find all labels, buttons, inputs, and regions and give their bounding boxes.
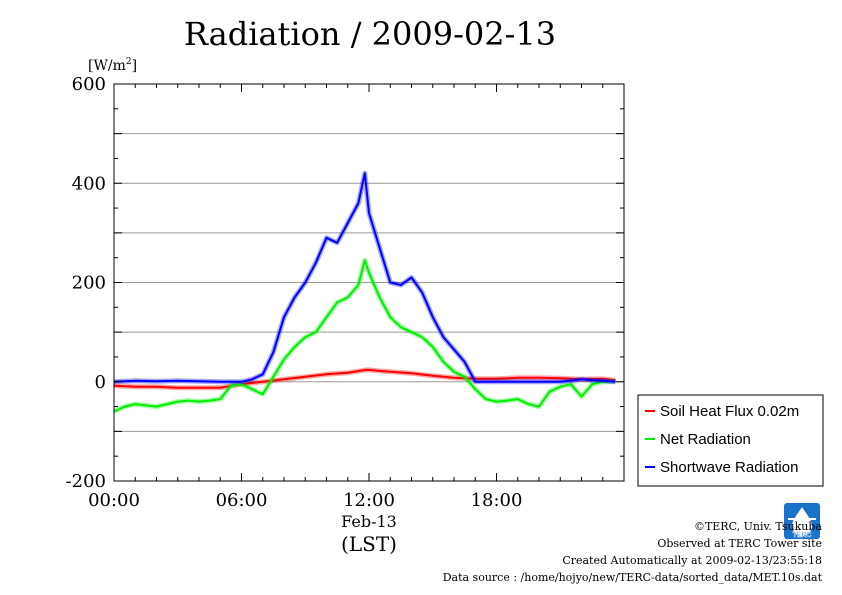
x-unit-label: (LST) bbox=[341, 532, 397, 556]
series-line-soil-heat-flux-0-02m bbox=[113, 368, 616, 389]
footer-copyright: ©TERC, Univ. Tsukuba bbox=[694, 520, 822, 533]
legend-label-soil-heat-flux-0-02m: Soil Heat Flux 0.02m bbox=[660, 403, 799, 420]
y-axis: -200 0 200 400 600 bbox=[66, 74, 624, 492]
y-tick-label: 600 bbox=[72, 74, 106, 95]
series-line-net-radiation bbox=[113, 259, 616, 413]
x-date-label: Feb-13 bbox=[341, 512, 397, 531]
logo-text: TERC bbox=[792, 532, 811, 539]
footer-observed: Observed at TERC Tower site bbox=[657, 537, 822, 550]
y-tick-label: 200 bbox=[72, 273, 106, 294]
terc-logo: TERC bbox=[784, 503, 820, 539]
footer-created: Created Automatically at 2009-02-13/23:5… bbox=[562, 554, 822, 567]
x-tick-label: 12:00 bbox=[343, 490, 395, 511]
legend-box bbox=[637, 394, 824, 487]
y-axis-unit-superscript: 2 bbox=[126, 57, 132, 67]
legend: Soil Heat Flux 0.02m Net Radiation Shortwa… bbox=[637, 394, 824, 487]
y-tick-label: -200 bbox=[66, 471, 106, 492]
x-tick-label: 18:00 bbox=[471, 490, 523, 511]
series-halo-shortwave-radiation bbox=[113, 170, 616, 385]
y-tick-label: 400 bbox=[72, 173, 106, 194]
series-line-shortwave-radiation bbox=[113, 172, 616, 383]
x-tick-label: 00:00 bbox=[88, 490, 140, 511]
x-axis: 00:00 06:00 12:00 18:00 bbox=[88, 84, 625, 511]
series-layer bbox=[112, 170, 616, 414]
footer-source: Data source : /home/hojyo/new/TERC-data/… bbox=[443, 571, 823, 584]
y-axis-unit: [W/m2] bbox=[88, 57, 137, 74]
y-tick-label: 0 bbox=[95, 372, 106, 393]
chart-title: Radiation / 2009-02-13 bbox=[184, 15, 556, 53]
x-tick-label: 06:00 bbox=[216, 490, 268, 511]
legend-label-net-radiation: Net Radiation bbox=[660, 431, 751, 448]
legend-label-shortwave-radiation: Shortwave Radiation bbox=[660, 459, 798, 476]
